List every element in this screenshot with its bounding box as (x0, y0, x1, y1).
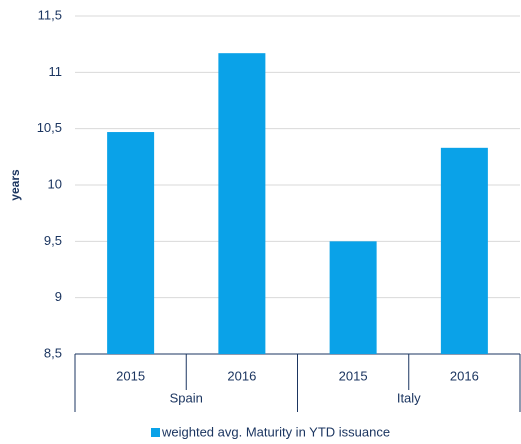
bar (440, 147, 488, 354)
y-axis-label: years (8, 169, 22, 201)
legend-label: weighted avg. Maturity in YTD issuance (161, 424, 390, 439)
y-tick-label: 11 (49, 64, 63, 79)
y-tick-label: 10 (48, 176, 62, 191)
bar (218, 53, 266, 355)
y-tick-label: 9 (55, 289, 62, 304)
y-tick-label: 10,5 (37, 120, 62, 135)
legend-swatch (151, 428, 160, 437)
y-tick-label: 9,5 (44, 233, 62, 248)
y-tick-label: 11,5 (38, 7, 62, 22)
x-tick-label: 2015 (116, 368, 145, 383)
bar (329, 241, 377, 354)
y-tick-label: 8,5 (44, 345, 62, 360)
group-label: Italy (397, 390, 421, 405)
bar (107, 132, 155, 354)
x-tick-label: 2016 (227, 368, 256, 383)
x-tick-label: 2015 (339, 368, 368, 383)
group-label: Spain (170, 390, 203, 405)
x-tick-label: 2016 (450, 368, 479, 383)
